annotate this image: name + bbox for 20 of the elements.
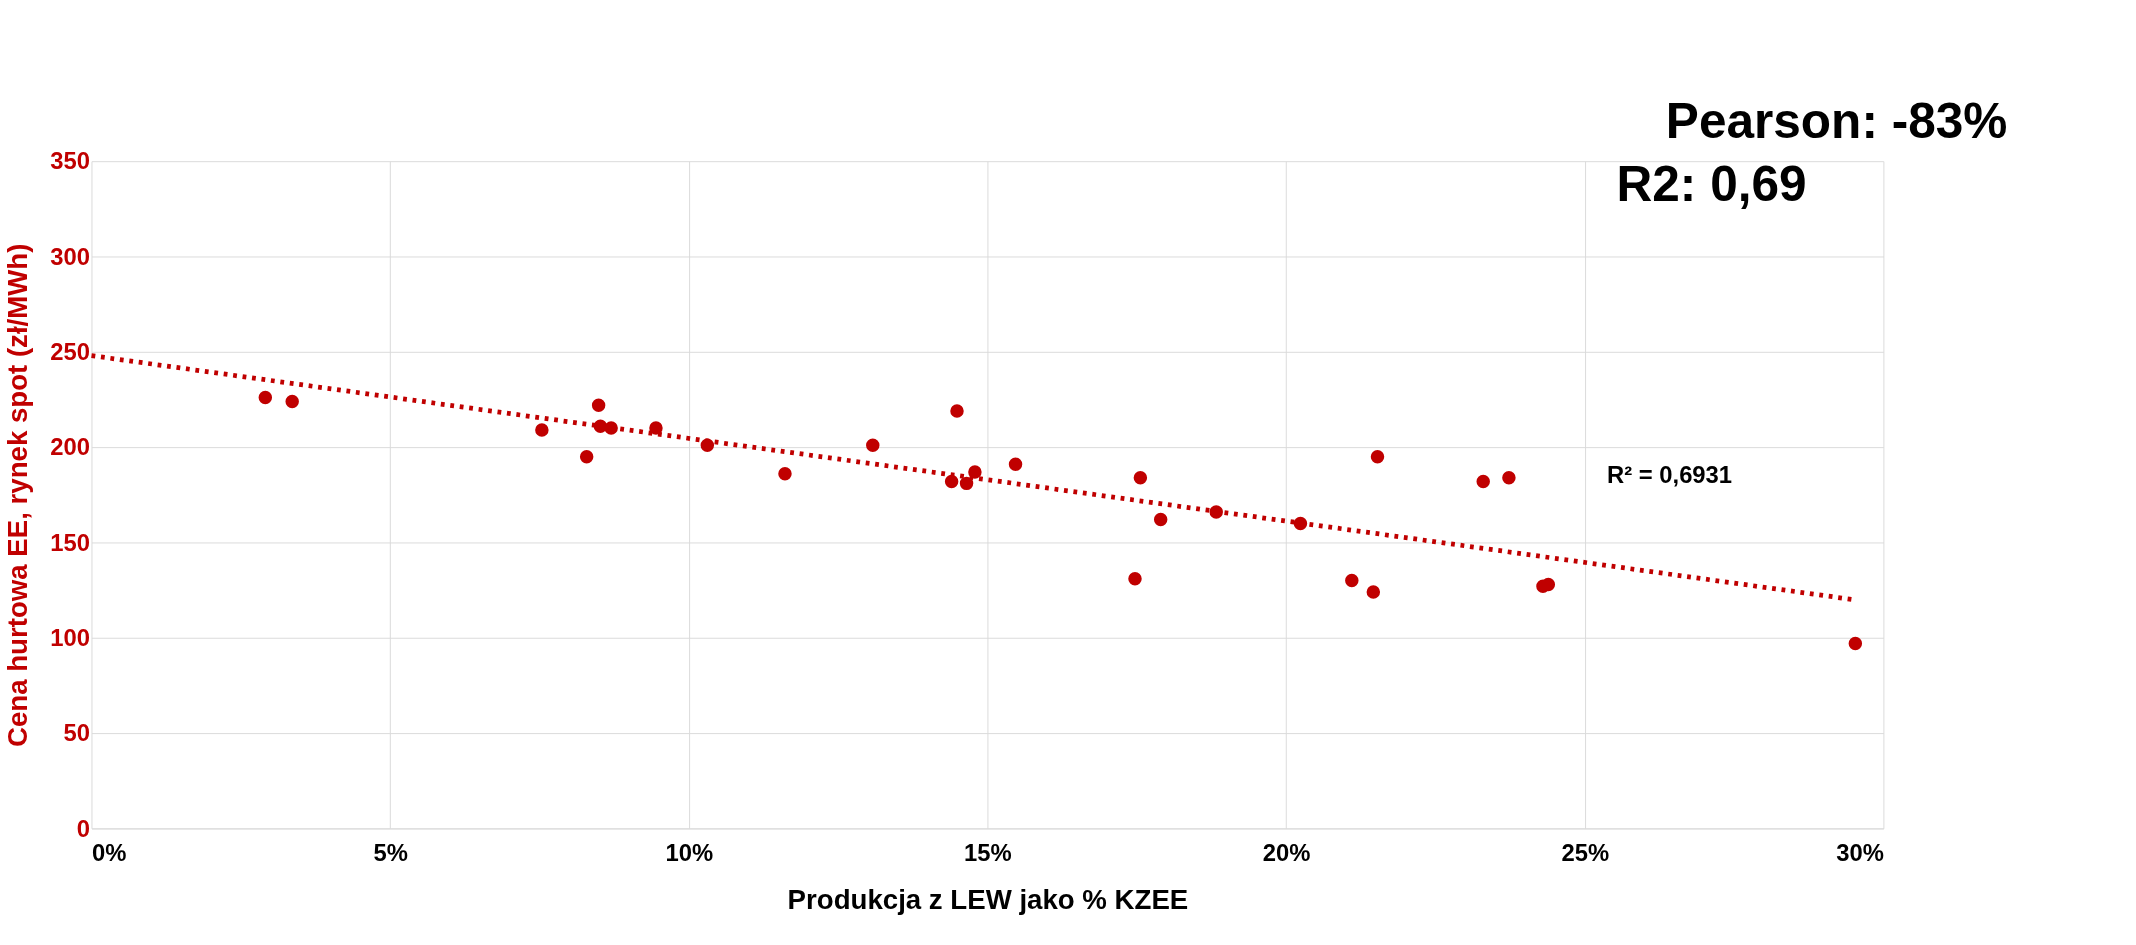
y-tick-label: 100 xyxy=(50,623,91,651)
text: Pearson: -83% xyxy=(1665,93,2008,150)
annotation: R2: 0,69 xyxy=(1616,156,1807,213)
y-tick-label: 250 xyxy=(50,337,91,365)
y-tick-label: 150 xyxy=(50,528,91,556)
x-tick-label: 10% xyxy=(665,839,714,867)
y-tick-label: 50 xyxy=(63,719,91,747)
x-tick-label: 20% xyxy=(1262,839,1311,867)
annotation: R² = 0,6931 xyxy=(1607,461,1733,489)
y-tick-label: 0 xyxy=(76,814,91,842)
x-axis-title: Produkcja z LEW jako % KZEE xyxy=(787,883,1189,915)
y-tick-label: 350 xyxy=(50,147,91,175)
y-tick-label: 200 xyxy=(50,433,91,461)
x-tick-label: 30% xyxy=(1836,839,1884,867)
x-tick-label: 5% xyxy=(373,839,408,867)
x-tick-label: 0% xyxy=(91,839,127,867)
y-axis-title: Cena hurtowa EE, rynek spot (zł/MWh) xyxy=(2,243,34,747)
x-tick-label: 25% xyxy=(1561,839,1610,867)
y-tick-label: 300 xyxy=(50,242,91,270)
x-tick-label: 15% xyxy=(964,839,1012,867)
